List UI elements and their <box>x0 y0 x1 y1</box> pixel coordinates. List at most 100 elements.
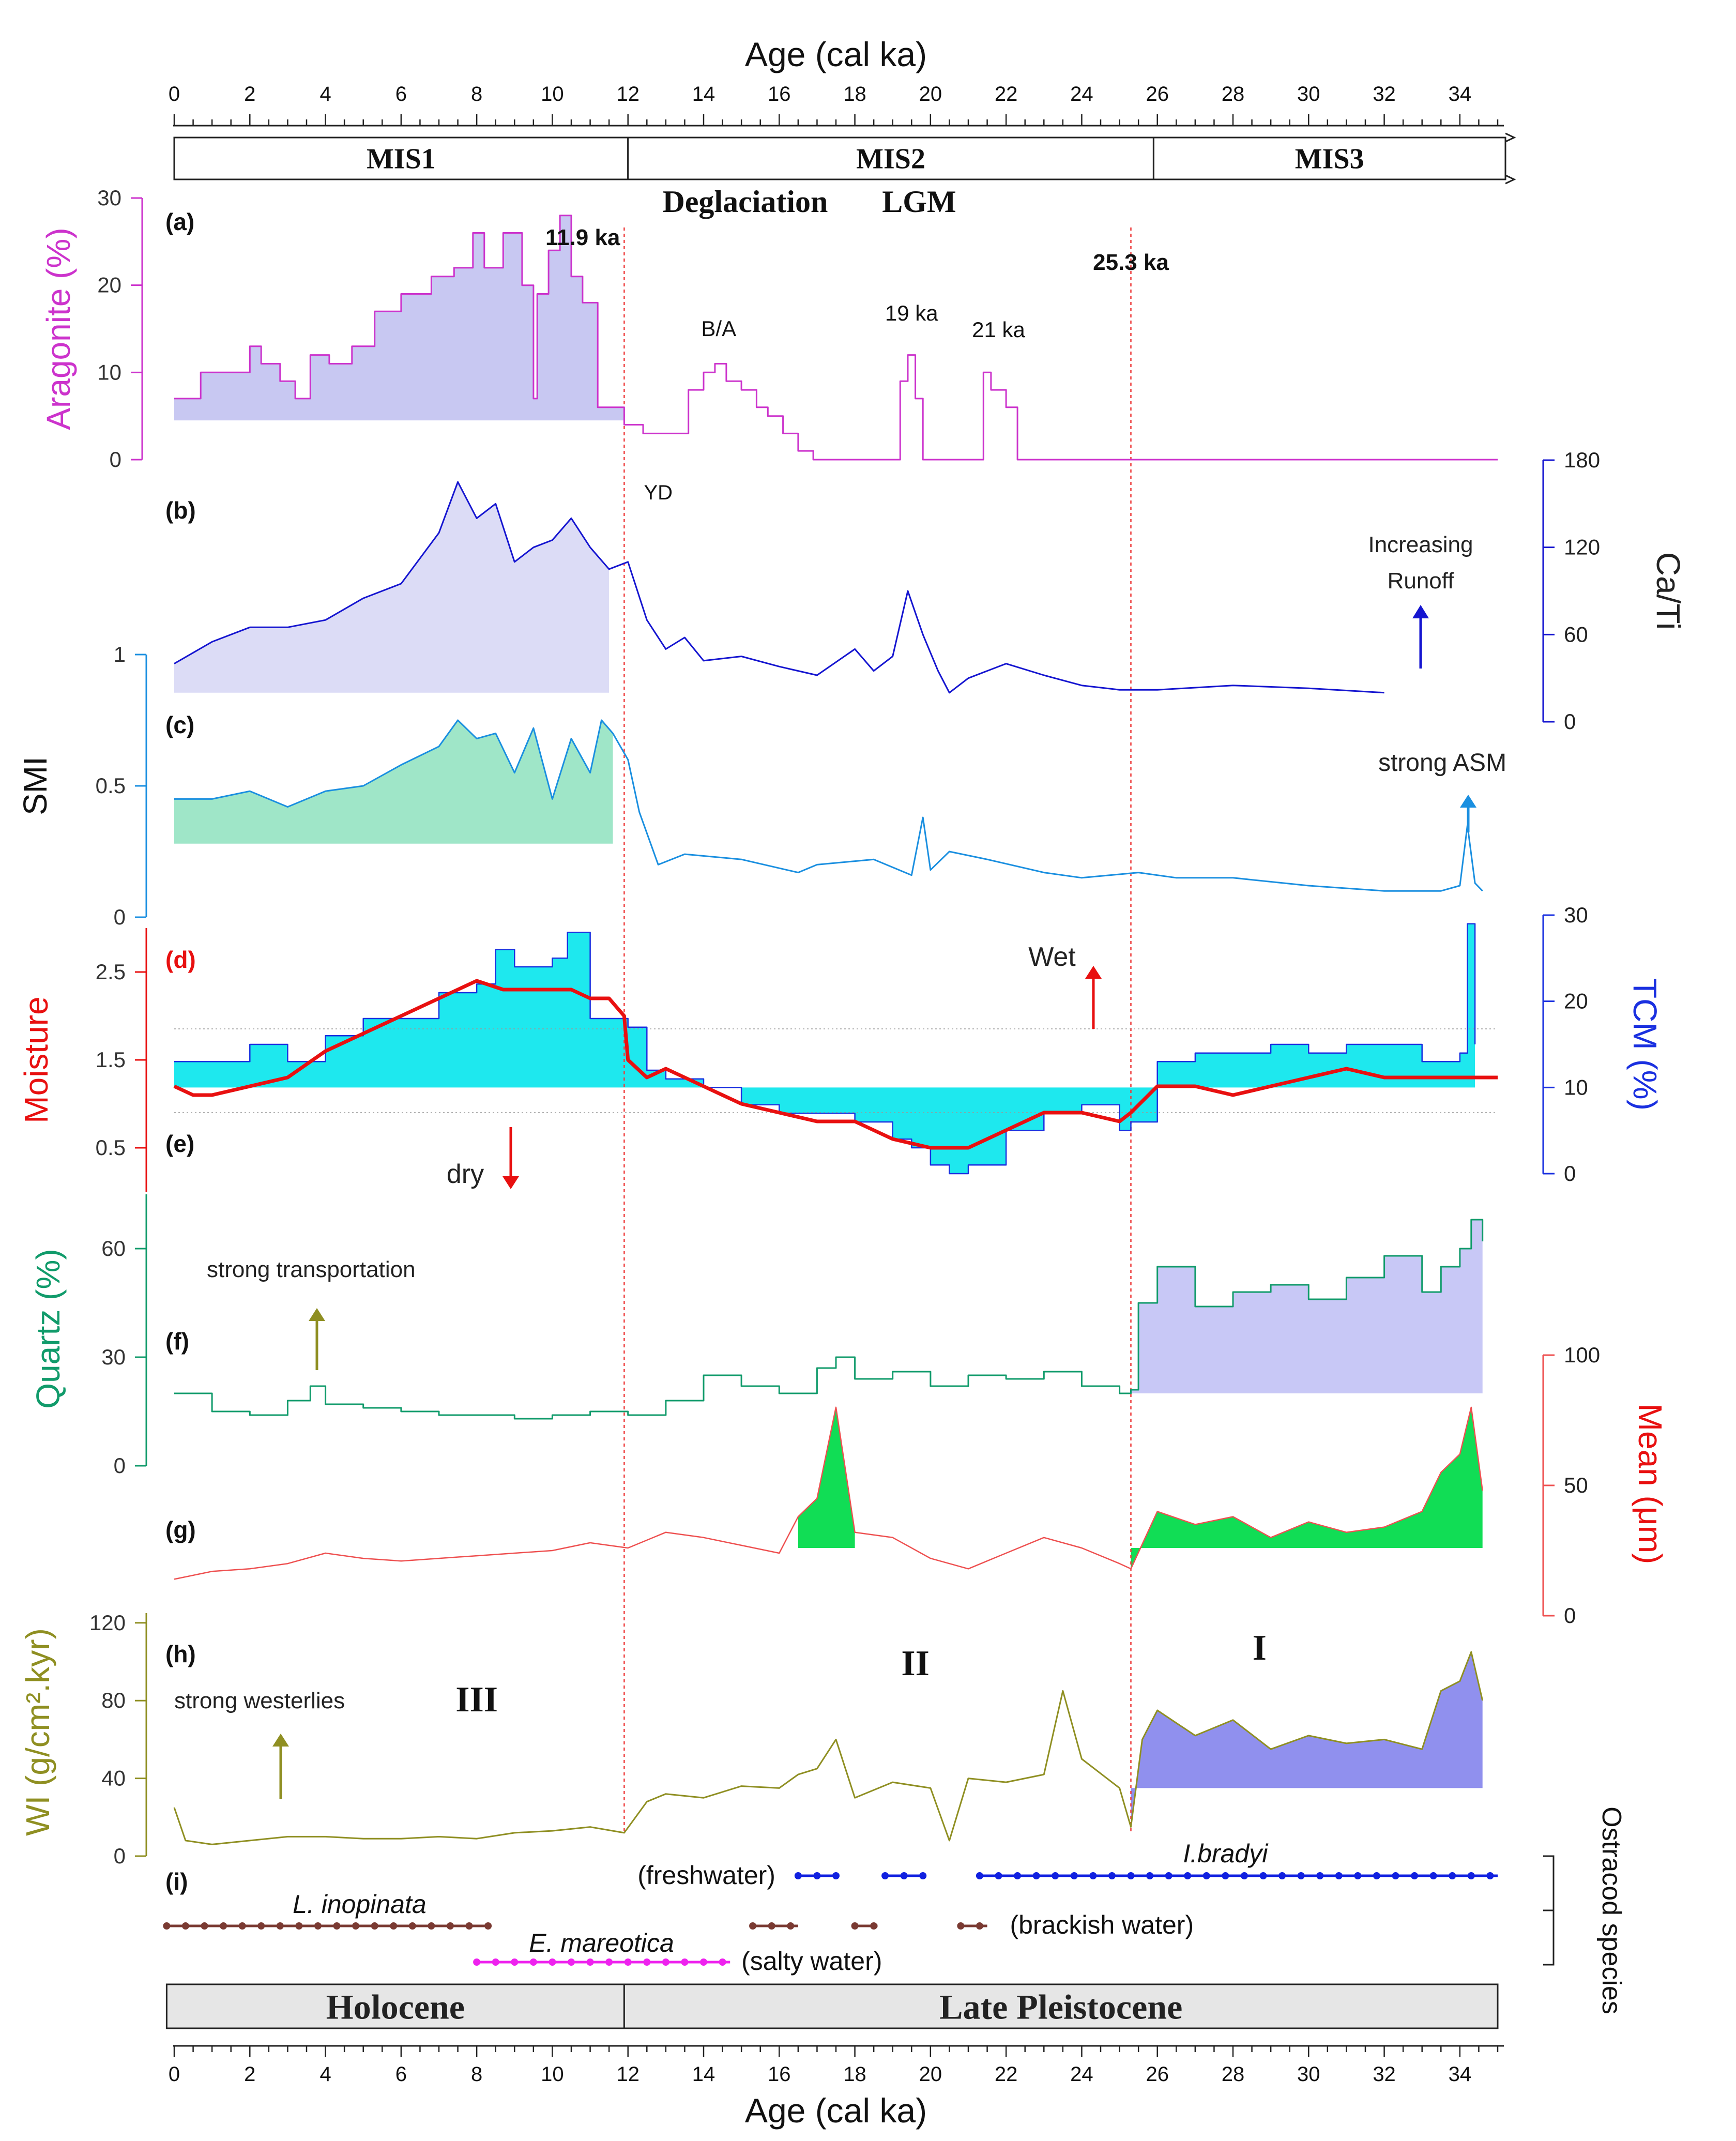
top-age-axis-tick-label: 0 <box>169 83 180 105</box>
habitat-salty: (salty water) <box>741 1947 882 1976</box>
species-name-bradyi: I.bradyi <box>1183 1839 1269 1868</box>
aragonite-axis-tick-label: 30 <box>97 186 121 210</box>
annotation-21ka: 21 ka <box>972 317 1025 342</box>
series-fill-f <box>1131 1220 1483 1393</box>
ostracod-marker <box>624 1958 632 1966</box>
ostracod-marker <box>1259 1872 1267 1879</box>
ostracod-marker <box>371 1922 378 1930</box>
ostracod-marker <box>333 1922 341 1930</box>
ostracod-axis-title: Ostracod species <box>1596 1806 1626 2014</box>
mis-stage-box <box>627 136 1154 180</box>
axes <box>131 114 1555 2057</box>
ostracod-marker <box>446 1922 454 1930</box>
ostracod-marker <box>681 1958 689 1966</box>
tcm-axis-tick-label: 20 <box>1564 989 1588 1013</box>
top-age-axis-tick-label: 34 <box>1449 83 1472 105</box>
ostracod-marker <box>1449 1872 1456 1879</box>
zone-label-III: III <box>455 1680 498 1720</box>
bottom-age-axis-tick-label: 14 <box>692 2063 715 2086</box>
ostracod-marker <box>719 1958 726 1966</box>
top-age-axis-tick-label: 30 <box>1297 83 1320 105</box>
top-age-axis-tick-label: 14 <box>692 83 715 105</box>
ostracod-marker <box>1014 1872 1022 1879</box>
series-fill-e <box>174 923 1475 1174</box>
quartz-axis-title: Quartz (%) <box>29 1249 67 1408</box>
series-line-f <box>174 1219 1484 1420</box>
ostracod-marker <box>428 1922 435 1930</box>
smi-axis-tick-label: 0 <box>114 905 126 929</box>
bottom-age-axis-tick-label: 26 <box>1146 2063 1169 2086</box>
ostracod-marker <box>870 1922 878 1930</box>
ostracod-marker <box>220 1922 227 1930</box>
boundary-label: 25.3 ka <box>1093 250 1169 275</box>
dry-arrow-head <box>502 1176 519 1189</box>
ostracod-marker <box>768 1922 775 1930</box>
top-age-axis-tick-label: 16 <box>768 83 791 105</box>
epoch-box <box>623 1983 1499 2029</box>
runoff-label-1: Increasing <box>1368 532 1473 557</box>
ostracod-marker <box>1297 1872 1305 1879</box>
series-fill-c <box>174 720 613 844</box>
ostracod-marker <box>1411 1872 1419 1879</box>
ostracod-marker <box>1222 1872 1229 1879</box>
wet-label: Wet <box>1028 942 1076 972</box>
ostracod-marker <box>529 1958 537 1966</box>
smi-axis-tick-label: 1 <box>114 642 126 666</box>
ostracod-marker <box>1202 1872 1210 1879</box>
strong-transportation-label: strong transportation <box>207 1257 416 1282</box>
ostracod-marker <box>181 1922 189 1930</box>
moisture-axis-tick-label: 0.5 <box>96 1135 126 1160</box>
species-name-mareotica: E. mareotica <box>529 1929 674 1957</box>
bottom-age-axis-tick-label: 10 <box>541 2063 564 2086</box>
ostracod-marker <box>1429 1872 1437 1879</box>
mis-stage-label: MIS2 <box>856 143 925 175</box>
bottom-age-axis-tick-label: 16 <box>768 2063 791 2086</box>
top-age-axis-tick-label: 22 <box>995 83 1018 105</box>
bottom-age-axis-tick-label: 28 <box>1222 2063 1245 2086</box>
wi-axis-tick-label: 80 <box>101 1688 126 1712</box>
bottom-age-axis-tick-label: 34 <box>1449 2063 1472 2086</box>
zone-label-I: I <box>1253 1628 1267 1668</box>
series-line-a <box>174 215 1498 461</box>
ca-ti-axis-tick-label: 120 <box>1564 535 1600 559</box>
mean-axis-tick-label: 50 <box>1564 1473 1588 1497</box>
ostracod-marker <box>813 1872 821 1879</box>
ostracod-marker <box>749 1922 757 1930</box>
panel-tag-c: (c) <box>165 711 194 738</box>
wi-axis-title: WI (g/cm².kyr) <box>19 1628 56 1836</box>
top-age-axis-tick-label: 6 <box>395 83 407 105</box>
top-age-axis-title: Age (cal ka) <box>745 35 927 73</box>
panel-tag-e: (e) <box>165 1130 194 1157</box>
ostracod-marker <box>1070 1872 1078 1879</box>
ostracod-marker <box>794 1872 802 1879</box>
aragonite-axis-title: Aragonite (%) <box>40 227 77 430</box>
panel-tag-f: (f) <box>165 1328 189 1355</box>
ostracod-marker <box>1184 1872 1192 1879</box>
panel-tag-b: (b) <box>165 497 196 524</box>
ostracod-marker <box>1127 1872 1135 1879</box>
aragonite-axis-tick-label: 0 <box>110 447 121 472</box>
mean-axis-tick-label: 0 <box>1564 1603 1576 1628</box>
ostracod-marker <box>1146 1872 1154 1879</box>
ostracod-marker <box>1486 1872 1494 1879</box>
smi-axis-tick-label: 0.5 <box>96 773 126 798</box>
top-age-axis-tick-label: 4 <box>319 83 331 105</box>
ostracod-marker <box>201 1922 208 1930</box>
dry-label: dry <box>447 1159 484 1189</box>
bottom-age-axis-tick-label: 6 <box>395 2063 407 2086</box>
mean-axis-title: Mean (μm) <box>1632 1404 1669 1565</box>
top-age-axis-tick-label: 10 <box>541 83 564 105</box>
ostracod-marker <box>473 1958 481 1966</box>
panel-tag-h: (h) <box>165 1641 196 1667</box>
ostracod-marker <box>408 1922 416 1930</box>
series-line-b <box>174 481 1384 694</box>
ostracod-marker <box>643 1958 651 1966</box>
bottom-age-axis-tick-label: 4 <box>319 2063 331 2086</box>
top-age-axis-tick-label: 28 <box>1222 83 1245 105</box>
zone-label-II: II <box>901 1644 929 1683</box>
epoch-label: Late Pleistocene <box>939 1987 1182 2027</box>
top-age-axis-tick-label: 8 <box>471 83 482 105</box>
ostracod-marker <box>163 1922 171 1930</box>
ostracod-marker <box>976 1922 983 1930</box>
